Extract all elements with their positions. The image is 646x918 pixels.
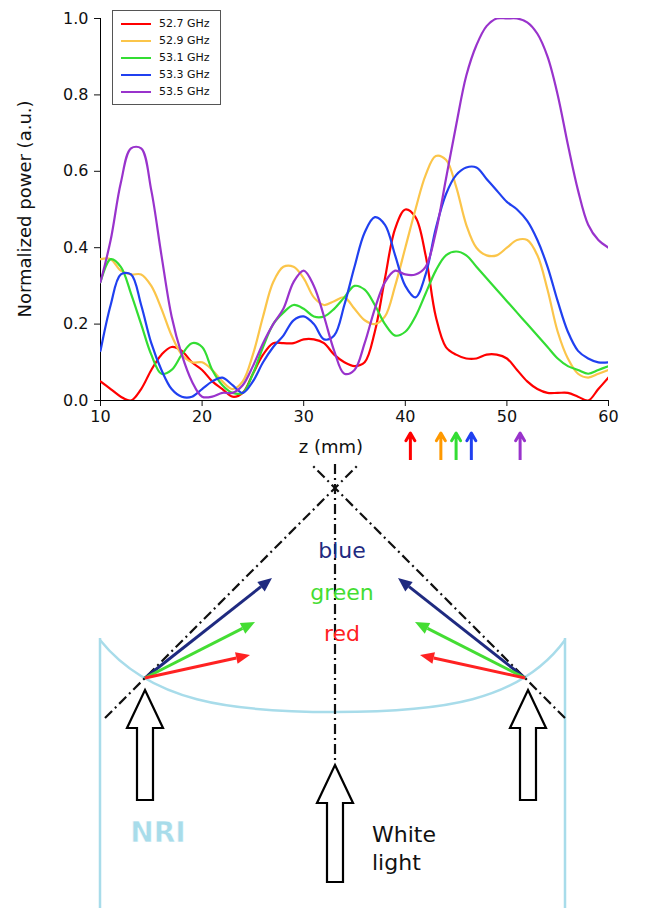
svg-text:green: green — [310, 580, 374, 605]
svg-text:30: 30 — [294, 407, 314, 426]
html-text:53.5 GHz: 53.5 GHz — [159, 85, 210, 98]
html-text:52.9 GHz: 52.9 GHz — [159, 34, 210, 47]
html-text:53.3 GHz: 53.3 GHz — [159, 68, 210, 81]
html-text:z (mm): z (mm) — [298, 435, 364, 457]
svg-text:blue: blue — [318, 538, 366, 563]
html-text:Normalized power (a.u.): Normalized power (a.u.) — [13, 100, 35, 318]
svg-text:NRI: NRI — [130, 816, 185, 849]
svg-text:20: 20 — [192, 407, 212, 426]
svg-text:Whitelight: Whitelight — [372, 822, 436, 875]
svg-text:0.4: 0.4 — [63, 238, 88, 257]
svg-text:0.8: 0.8 — [63, 85, 88, 104]
svg-text:0.0: 0.0 — [63, 391, 88, 410]
svg-text:0.2: 0.2 — [63, 314, 88, 333]
svg-text:red: red — [324, 621, 360, 646]
svg-text:40: 40 — [395, 407, 415, 426]
svg-text:1.0: 1.0 — [63, 9, 88, 28]
svg-text:60: 60 — [598, 407, 618, 426]
svg-text:0.6: 0.6 — [63, 161, 88, 180]
html-text:53.1 GHz: 53.1 GHz — [159, 51, 210, 64]
html-text:52.7 GHz: 52.7 GHz — [159, 17, 210, 30]
svg-text:10: 10 — [90, 407, 110, 426]
svg-text:50: 50 — [497, 407, 517, 426]
